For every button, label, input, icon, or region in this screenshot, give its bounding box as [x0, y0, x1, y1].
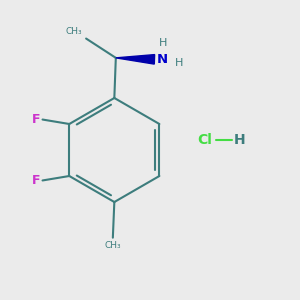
Text: Cl: Cl [197, 133, 212, 147]
Text: H: H [175, 58, 184, 68]
Polygon shape [116, 55, 154, 64]
Text: F: F [32, 113, 40, 126]
Text: CH₃: CH₃ [66, 27, 82, 36]
Text: N: N [156, 53, 167, 66]
Text: F: F [32, 174, 40, 187]
Text: CH₃: CH₃ [104, 241, 121, 250]
Text: H: H [159, 38, 168, 48]
Text: H: H [233, 133, 245, 147]
